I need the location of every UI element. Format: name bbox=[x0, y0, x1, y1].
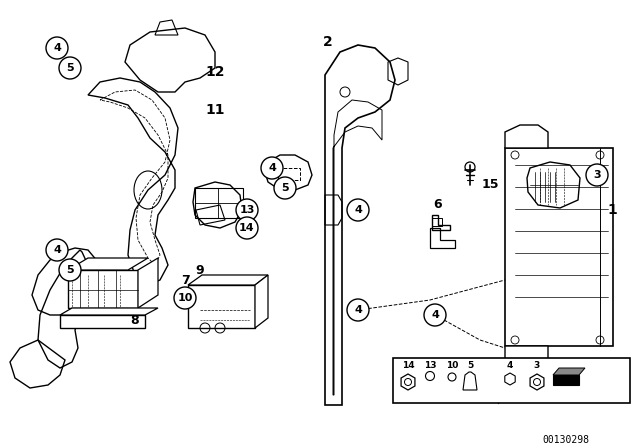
Circle shape bbox=[236, 217, 258, 239]
Bar bbox=[393, 358, 630, 403]
Text: 12: 12 bbox=[205, 65, 225, 79]
Text: 5: 5 bbox=[281, 183, 289, 193]
Circle shape bbox=[424, 304, 446, 326]
Text: 10: 10 bbox=[177, 293, 193, 303]
Polygon shape bbox=[60, 308, 158, 315]
Text: 11: 11 bbox=[205, 103, 225, 117]
Text: 4: 4 bbox=[268, 163, 276, 173]
Circle shape bbox=[59, 259, 81, 281]
Text: 2: 2 bbox=[323, 35, 333, 49]
Text: 1: 1 bbox=[607, 203, 617, 217]
Polygon shape bbox=[527, 162, 580, 208]
Circle shape bbox=[586, 164, 608, 186]
Text: 4: 4 bbox=[53, 43, 61, 53]
Text: 15: 15 bbox=[481, 178, 499, 191]
Bar bbox=[505, 148, 613, 346]
Polygon shape bbox=[188, 285, 255, 328]
Text: 5: 5 bbox=[467, 362, 473, 370]
Polygon shape bbox=[505, 346, 548, 368]
Polygon shape bbox=[505, 125, 548, 148]
Circle shape bbox=[347, 299, 369, 321]
Polygon shape bbox=[68, 258, 148, 270]
Circle shape bbox=[46, 37, 68, 59]
Bar bbox=[432, 218, 442, 226]
Text: 5: 5 bbox=[66, 265, 74, 275]
Circle shape bbox=[46, 239, 68, 261]
Text: 4: 4 bbox=[53, 245, 61, 255]
Polygon shape bbox=[553, 368, 585, 375]
Circle shape bbox=[59, 57, 81, 79]
Polygon shape bbox=[255, 275, 268, 328]
Circle shape bbox=[174, 287, 196, 309]
Text: 4: 4 bbox=[354, 205, 362, 215]
Text: 14: 14 bbox=[402, 362, 414, 370]
Polygon shape bbox=[188, 275, 268, 285]
Text: 00130298: 00130298 bbox=[543, 435, 589, 445]
Text: 4: 4 bbox=[507, 362, 513, 370]
Text: 7: 7 bbox=[180, 273, 189, 287]
Text: 14: 14 bbox=[239, 223, 255, 233]
Bar bbox=[68, 270, 138, 308]
Text: 6: 6 bbox=[434, 198, 442, 211]
Text: 10: 10 bbox=[446, 362, 458, 370]
Bar bbox=[553, 375, 579, 385]
Circle shape bbox=[347, 199, 369, 221]
Polygon shape bbox=[60, 315, 145, 328]
Circle shape bbox=[236, 199, 258, 221]
Text: 13: 13 bbox=[424, 362, 436, 370]
Text: 5: 5 bbox=[66, 63, 74, 73]
Polygon shape bbox=[138, 258, 158, 308]
Circle shape bbox=[261, 157, 283, 179]
Circle shape bbox=[274, 177, 296, 199]
Text: 4: 4 bbox=[354, 305, 362, 315]
Bar bbox=[195, 188, 243, 218]
Text: 3: 3 bbox=[593, 170, 601, 180]
Text: 13: 13 bbox=[239, 205, 255, 215]
Text: 9: 9 bbox=[196, 263, 204, 276]
Text: 8: 8 bbox=[131, 314, 140, 327]
Text: 4: 4 bbox=[431, 310, 439, 320]
Text: 3: 3 bbox=[534, 362, 540, 370]
